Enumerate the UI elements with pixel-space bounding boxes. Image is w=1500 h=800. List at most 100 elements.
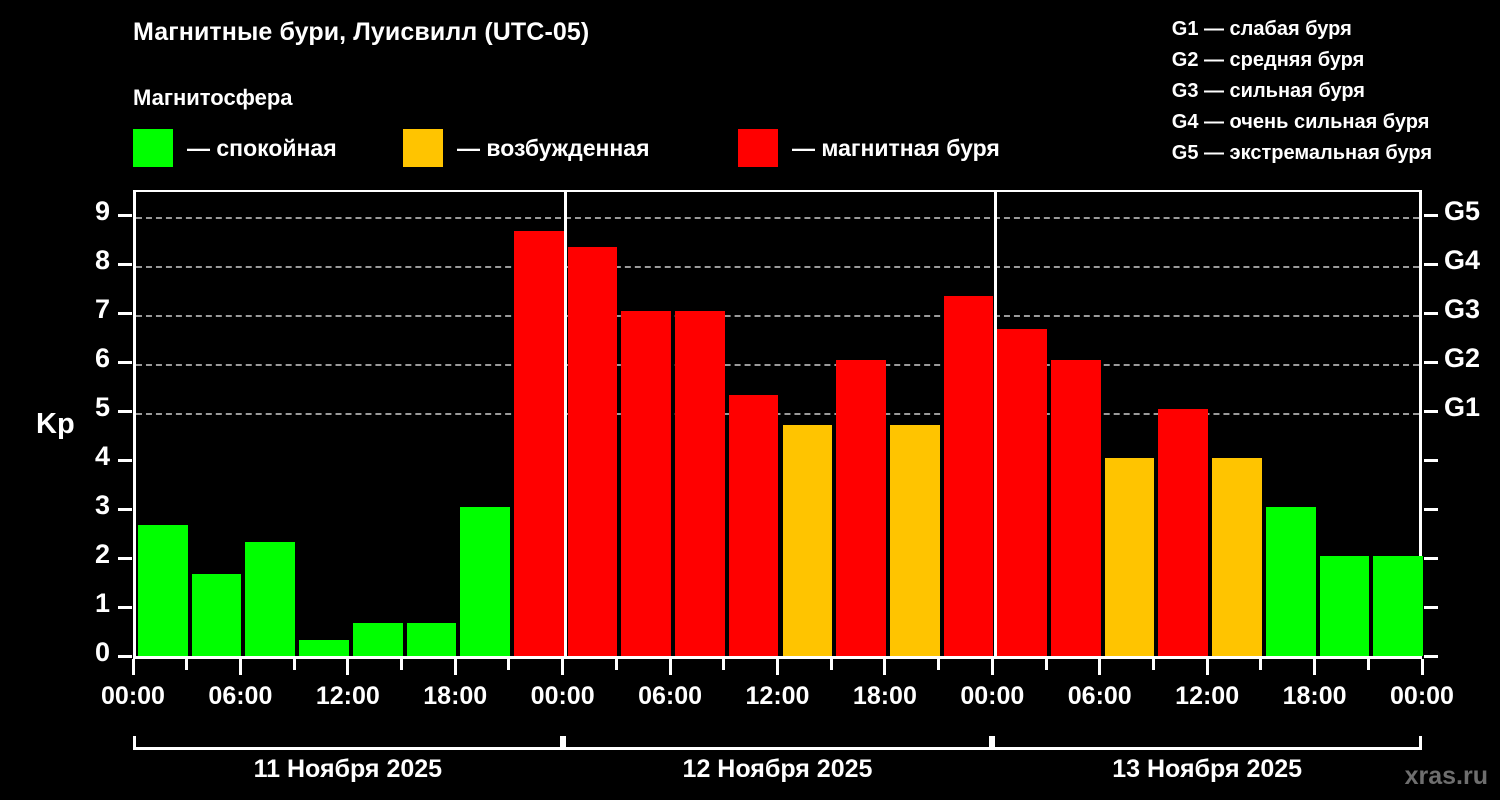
g-minor-tick-mark [1424, 655, 1438, 658]
g-tick-mark [1424, 311, 1438, 315]
bar[interactable] [782, 425, 833, 656]
day-label: 11 Ноября 2025 [253, 755, 443, 783]
x-tick-label: 12:00 [315, 682, 380, 710]
bar[interactable] [1212, 458, 1262, 656]
x-tick-mark [668, 659, 672, 675]
x-minor-tick-mark [1151, 659, 1155, 670]
day-separator [564, 192, 568, 658]
x-minor-tick-mark [400, 659, 404, 670]
bar[interactable] [1319, 556, 1370, 656]
x-tick-mark [453, 659, 457, 675]
y-tick-mark [118, 458, 132, 462]
bar[interactable] [299, 639, 349, 656]
x-minor-tick-mark [292, 659, 296, 670]
g-tick-mark [1424, 213, 1438, 217]
g-minor-tick-mark [1424, 458, 1438, 462]
bar[interactable] [460, 507, 510, 656]
bar[interactable] [1265, 507, 1316, 656]
x-tick-label: 12:00 [745, 682, 810, 710]
bar[interactable] [138, 525, 188, 656]
x-tick-label: 06:00 [208, 682, 273, 710]
g-minor-tick-mark [1424, 507, 1438, 511]
g-legend-row-4: G4 — очень сильная буря [1171, 111, 1430, 133]
y-tick-mark [118, 655, 132, 658]
y-tick-mark [118, 213, 132, 217]
x-tick-mark [1205, 659, 1209, 675]
g-tick-mark [1424, 262, 1438, 266]
legend-item-2[interactable]: — магнитная буря [738, 126, 1000, 170]
bar[interactable] [1051, 360, 1101, 656]
y-tick-mark [118, 556, 132, 560]
day-separator [993, 192, 997, 658]
y-axis-title: Kp [36, 408, 75, 440]
x-minor-tick-mark [1044, 659, 1048, 670]
y-tick-mark [118, 507, 132, 511]
legend-item-0[interactable]: — спокойная [133, 126, 337, 170]
bar[interactable] [1373, 556, 1423, 656]
x-tick-mark [346, 659, 350, 675]
bar[interactable] [352, 623, 403, 656]
y-tick-label: 1 [94, 587, 110, 618]
x-tick-mark [990, 659, 994, 675]
day-label: 12 Ноября 2025 [682, 755, 873, 783]
bar[interactable] [728, 394, 779, 656]
bar[interactable] [1104, 458, 1155, 656]
legend-swatch-icon [403, 129, 443, 167]
x-minor-tick-mark [722, 659, 726, 670]
x-tick-label: 00:00 [101, 682, 165, 710]
g-scale-legend: G1 — слабая буря G2 — средняя буря G3 — си… [1172, 14, 1432, 169]
g-minor-tick-mark [1424, 605, 1438, 609]
g-tick-mark [1424, 360, 1438, 364]
bar[interactable] [191, 574, 242, 656]
legend-item-label: — спокойная [187, 134, 337, 161]
bar[interactable] [245, 541, 296, 656]
gridline-kp-6 [136, 363, 1419, 366]
x-minor-tick-mark [185, 659, 189, 670]
y-tick-label: 7 [94, 293, 110, 324]
g-tick-label: G3 [1444, 293, 1481, 324]
bar[interactable] [997, 328, 1048, 656]
x-tick-mark [776, 659, 779, 675]
bar[interactable] [513, 230, 564, 656]
y-tick-mark [118, 360, 132, 364]
x-tick-mark [238, 659, 242, 675]
bar[interactable] [889, 425, 940, 656]
bar[interactable] [567, 247, 618, 656]
day-bracket [562, 736, 993, 750]
x-tick-mark [883, 659, 887, 675]
x-tick-label: 18:00 [1282, 682, 1347, 710]
g-legend-row-5: G5 — экстремальная буря [1171, 142, 1432, 164]
bar[interactable] [406, 623, 457, 656]
g-tick-label: G1 [1444, 391, 1481, 422]
bar[interactable] [943, 296, 994, 656]
g-legend-row-1: G1 — слабая буря [1171, 18, 1352, 40]
g-tick-mark [1424, 409, 1438, 413]
y-tick-mark [118, 262, 132, 266]
y-tick-label: 6 [94, 342, 110, 373]
legend-item-label: — магнитная буря [792, 134, 1000, 161]
plot-area [133, 190, 1423, 658]
y-tick-mark [118, 311, 132, 315]
x-minor-tick-mark [507, 659, 511, 670]
g-tick-label: G2 [1444, 342, 1481, 373]
y-tick-label: 0 [94, 637, 110, 667]
bar[interactable] [621, 311, 672, 656]
g-legend-row-3: G3 — сильная буря [1171, 80, 1365, 102]
bar[interactable] [675, 311, 725, 656]
x-tick-label: 00:00 [530, 682, 595, 710]
x-tick-mark [1313, 659, 1317, 675]
y-tick-label: 3 [94, 489, 110, 520]
y-tick-label: 5 [94, 391, 110, 422]
bar[interactable] [836, 360, 886, 656]
x-axis-line [133, 656, 1422, 659]
legend-item-1[interactable]: — возбужденная [403, 126, 650, 170]
x-tick-mark [1420, 659, 1424, 675]
x-tick-label: 18:00 [852, 682, 917, 710]
x-tick-label: 00:00 [1390, 682, 1454, 710]
x-tick-label: 12:00 [1175, 682, 1240, 710]
x-tick-label: 06:00 [1067, 682, 1132, 710]
bar-series [136, 192, 1423, 656]
bar[interactable] [1158, 409, 1209, 656]
day-bracket [992, 736, 1422, 750]
